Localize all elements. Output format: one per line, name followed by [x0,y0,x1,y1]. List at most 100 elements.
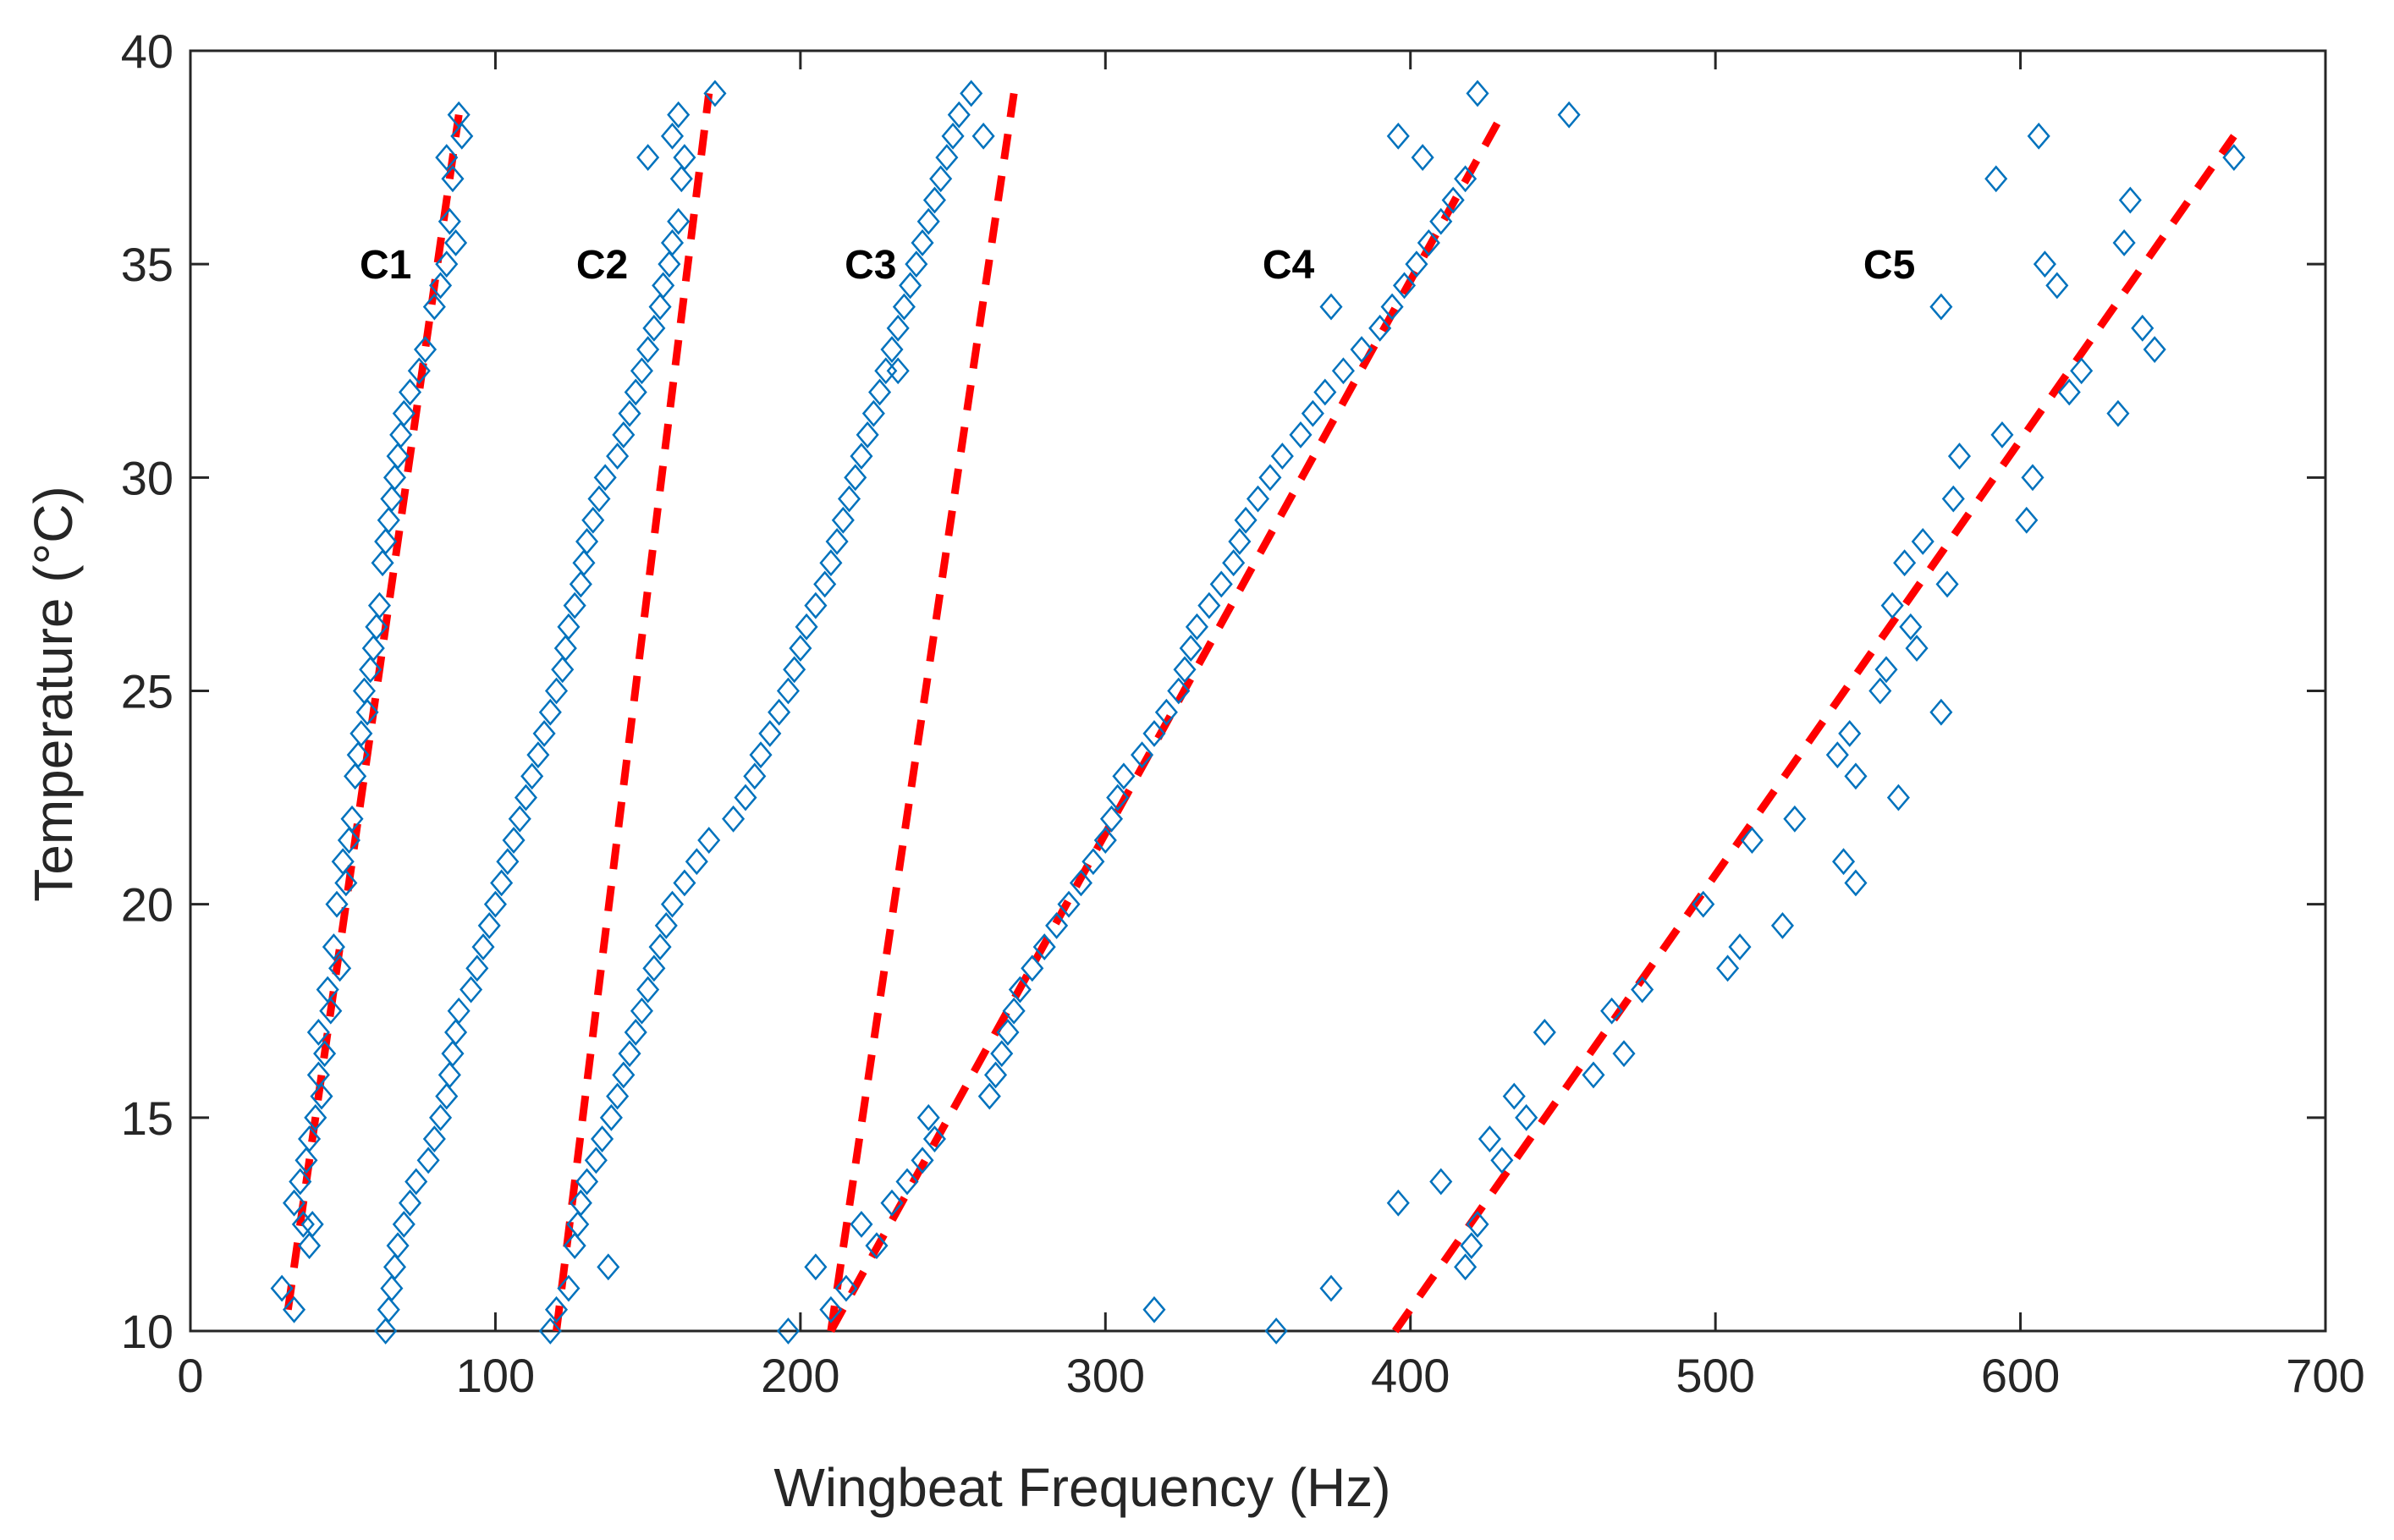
x-axis-ticks: 0 100 200 300 400 500 600 700 [177,51,2365,1402]
data-point-c3 [861,399,885,427]
data-point-c4 [1258,464,1282,492]
data-point-c2 [658,250,681,278]
data-point-c5 [2021,464,2045,492]
data-point-c5 [1984,165,2008,193]
data-point-c5 [2118,186,2142,214]
data-point-c5 [1429,1168,1453,1196]
data-point-c4 [1021,954,1044,982]
data-point-c4 [1179,635,1203,662]
data-point-c4 [1185,613,1208,641]
data-point-c1 [407,357,431,385]
data-point-c2 [422,1125,446,1152]
data-point-c1 [371,549,394,577]
data-point-c3 [584,1147,608,1174]
data-point-c1 [289,1168,312,1196]
data-point-c5 [1716,954,1740,982]
data-point-c1 [429,272,453,300]
cluster-label-c1: C1 [360,243,411,288]
data-point-c4 [1002,997,1026,1025]
data-point-c1 [450,122,474,150]
data-point-c5 [1929,698,1953,726]
data-point-c3 [916,207,940,235]
data-point-c4 [1313,378,1337,406]
data-point-c2 [398,1189,422,1217]
data-point-c3 [825,528,849,555]
data-point-c2 [526,741,550,769]
data-point-c3 [776,677,800,705]
data-point-c1 [349,720,373,747]
data-point-c4 [1167,677,1191,705]
data-point-c4 [1142,720,1166,747]
data-point-c4 [1032,933,1056,961]
data-point-c2 [514,784,538,811]
y-tick-label: 15 [121,1092,173,1145]
data-point-c2 [660,229,685,256]
data-point-c2 [630,357,653,385]
data-point-c3 [789,635,812,662]
data-point-c5 [2222,144,2246,172]
data-point-c1 [359,656,382,684]
cluster-labels: C1 C2 C3 C4 C5 [360,243,1915,288]
data-point-c1 [374,528,398,555]
cluster-label-c2: C2 [576,243,628,288]
data-point-c5 [1582,1061,1605,1089]
data-point-c5 [1612,1040,1636,1068]
cluster-label-c4: C4 [1263,243,1315,288]
x-tick-label: 100 [456,1349,535,1402]
data-point-c4 [983,1061,1008,1089]
data-point-c2 [382,1253,407,1281]
data-point-c5 [1783,805,1807,833]
data-point-c4 [1154,698,1178,726]
data-point-c5 [1844,869,1868,897]
data-point-c2 [553,635,577,662]
data-point-c4 [916,1103,940,1131]
x-tick-label: 500 [1676,1349,1754,1402]
cluster-label-c5: C5 [1863,243,1915,288]
data-point-c4 [1301,399,1324,427]
data-point-c2 [612,421,636,448]
data-point-c2 [377,1295,400,1323]
data-point-c2 [380,1274,404,1302]
data-point-c2 [490,869,514,897]
data-point-c1 [340,805,364,833]
data-point-c1 [361,635,385,662]
y-axis-label: Temperature (°C) [23,486,84,902]
data-point-c5 [2106,399,2130,427]
data-point-c4 [1405,250,1428,278]
data-point-c3 [856,421,879,448]
data-point-c1 [322,933,345,961]
y-axis-ticks: 10 15 20 25 30 35 40 [121,25,2325,1358]
data-point-c3 [899,272,922,300]
data-point-c2 [477,911,501,939]
data-point-c1 [304,1103,327,1131]
data-point-c5 [2131,314,2155,342]
data-point-c3 [557,1274,581,1302]
data-point-c2 [405,1168,428,1196]
data-point-c4 [834,1274,858,1302]
data-point-c3 [813,570,837,598]
data-point-c4 [1130,741,1154,769]
data-point-c4 [1008,976,1032,1004]
data-point-c2 [429,1103,453,1131]
data-point-c4 [865,1232,889,1260]
data-point-c5 [1868,677,1892,705]
data-point-c4 [1386,122,1410,150]
data-point-c2 [496,848,520,876]
data-point-c5 [2027,122,2050,150]
data-point-c2 [444,1019,468,1046]
data-point-c1 [313,1040,337,1068]
x-axis-label: Wingbeat Frequency (Hz) [773,1457,1390,1518]
data-point-c5 [1631,976,1654,1004]
data-point-c5 [1454,1253,1478,1281]
data-point-c5 [1460,1232,1483,1260]
data-point-c4 [996,1019,1020,1046]
data-point-c1 [344,762,367,790]
data-point-c5 [1490,1147,1514,1174]
x-tick-label: 700 [2286,1349,2364,1402]
data-point-c5 [1947,443,1972,470]
data-point-c3 [734,784,757,811]
x-tick-label: 200 [761,1349,839,1402]
data-point-c3 [599,1103,623,1131]
data-point-c2 [587,485,611,513]
data-point-c5 [1692,890,1715,918]
